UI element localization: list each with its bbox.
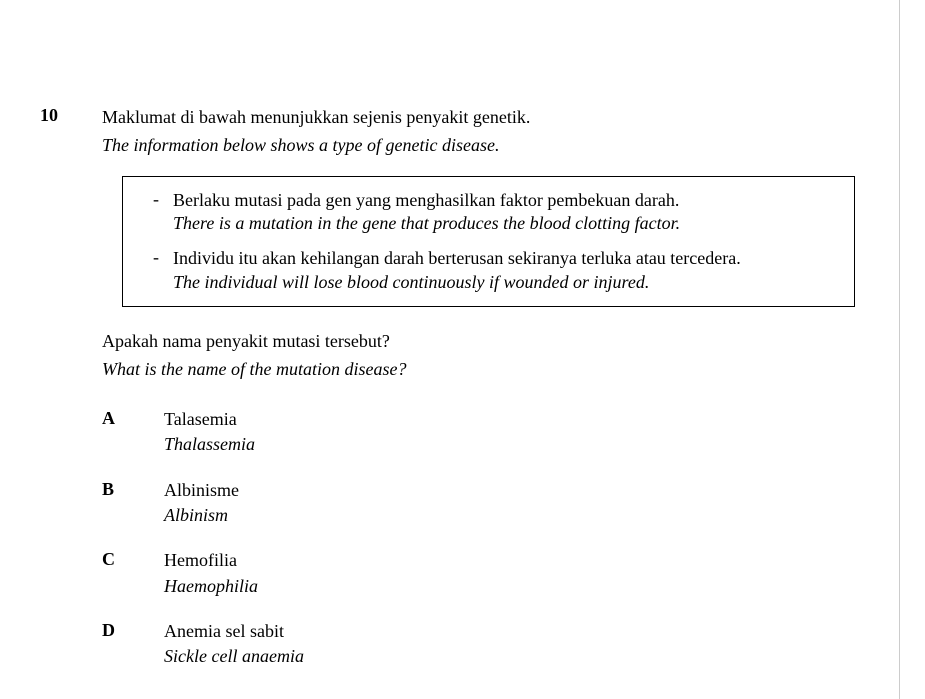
- option-ms: Hemofilia: [164, 549, 865, 572]
- info-item-en: There is a mutation in the gene that pro…: [173, 212, 832, 235]
- info-box: - Berlaku mutasi pada gen yang menghasil…: [122, 176, 855, 308]
- option-ms: Talasemia: [164, 408, 865, 431]
- option-letter: D: [102, 620, 164, 669]
- options-list: A Talasemia Thalassemia B Albinisme Albi…: [102, 408, 865, 669]
- bullet-dash: -: [153, 189, 173, 236]
- option-en: Thalassemia: [164, 433, 865, 456]
- option-en: Sickle cell anaemia: [164, 645, 865, 668]
- info-item: - Individu itu akan kehilangan darah ber…: [153, 247, 832, 294]
- option-row: C Hemofilia Haemophilia: [102, 549, 865, 598]
- question-prompt-en: What is the name of the mutation disease…: [102, 357, 865, 381]
- question-stem-en: The information below shows a type of ge…: [102, 133, 865, 157]
- option-ms: Albinisme: [164, 479, 865, 502]
- option-text: Anemia sel sabit Sickle cell anaemia: [164, 620, 865, 669]
- option-letter: B: [102, 479, 164, 528]
- question-container: 10 Maklumat di bawah menunjukkan sejenis…: [0, 0, 925, 691]
- option-letter: C: [102, 549, 164, 598]
- option-ms: Anemia sel sabit: [164, 620, 865, 643]
- option-row: A Talasemia Thalassemia: [102, 408, 865, 457]
- info-item-ms: Berlaku mutasi pada gen yang menghasilka…: [173, 189, 832, 212]
- option-text: Talasemia Thalassemia: [164, 408, 865, 457]
- question-prompt-ms: Apakah nama penyakit mutasi tersebut?: [102, 329, 865, 353]
- option-letter: A: [102, 408, 164, 457]
- bullet-dash: -: [153, 247, 173, 294]
- question-number: 10: [40, 105, 102, 691]
- option-en: Haemophilia: [164, 575, 865, 598]
- option-row: D Anemia sel sabit Sickle cell anaemia: [102, 620, 865, 669]
- info-item: - Berlaku mutasi pada gen yang menghasil…: [153, 189, 832, 236]
- info-text: Berlaku mutasi pada gen yang menghasilka…: [173, 189, 832, 236]
- option-text: Hemofilia Haemophilia: [164, 549, 865, 598]
- option-text: Albinisme Albinism: [164, 479, 865, 528]
- info-item-en: The individual will lose blood continuou…: [173, 271, 832, 294]
- question-body: Maklumat di bawah menunjukkan sejenis pe…: [102, 105, 865, 691]
- info-text: Individu itu akan kehilangan darah berte…: [173, 247, 832, 294]
- question-stem-ms: Maklumat di bawah menunjukkan sejenis pe…: [102, 105, 865, 129]
- option-row: B Albinisme Albinism: [102, 479, 865, 528]
- page-edge-line: [899, 0, 900, 699]
- option-en: Albinism: [164, 504, 865, 527]
- info-item-ms: Individu itu akan kehilangan darah berte…: [173, 247, 832, 270]
